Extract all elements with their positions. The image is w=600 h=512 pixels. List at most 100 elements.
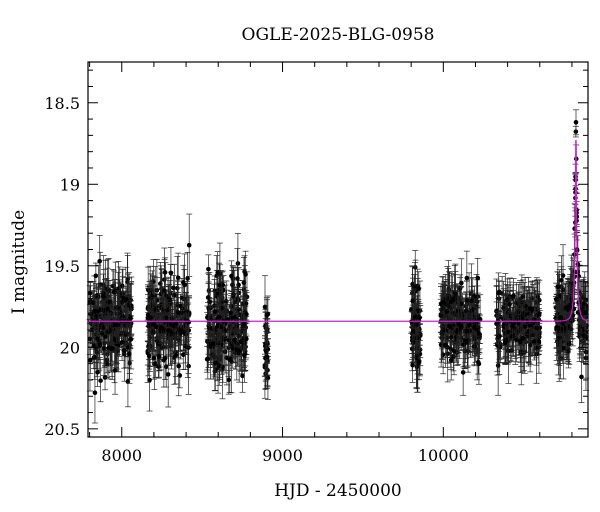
data-point xyxy=(534,307,540,312)
data-point xyxy=(448,334,454,340)
data-point xyxy=(180,352,186,358)
data-point xyxy=(241,321,247,327)
data-point xyxy=(527,306,533,311)
observing-season xyxy=(261,275,271,400)
data-point xyxy=(114,322,119,328)
data-point xyxy=(98,378,103,383)
data-point xyxy=(92,354,97,360)
data-point xyxy=(506,308,512,313)
data-point xyxy=(125,345,131,350)
data-point xyxy=(159,325,164,330)
data-point xyxy=(156,354,162,359)
data-point xyxy=(495,363,501,368)
data-point xyxy=(228,310,233,316)
data-points-layer xyxy=(86,109,590,424)
data-point xyxy=(566,341,572,346)
data-point xyxy=(210,341,216,346)
data-point xyxy=(102,340,107,346)
data-point xyxy=(152,361,157,367)
data-point xyxy=(455,327,461,333)
data-point xyxy=(92,390,98,396)
observing-season xyxy=(493,272,543,396)
observing-season xyxy=(204,233,250,400)
data-point xyxy=(237,348,243,353)
data-point xyxy=(526,311,532,316)
data-point xyxy=(235,276,240,281)
data-point xyxy=(146,353,152,359)
data-point xyxy=(95,369,100,375)
data-point xyxy=(177,373,183,378)
data-point xyxy=(216,282,222,288)
data-point xyxy=(226,337,232,343)
data-point xyxy=(416,360,422,365)
data-point xyxy=(119,339,125,345)
data-point xyxy=(236,282,241,288)
data-point xyxy=(410,362,415,368)
data-point xyxy=(577,324,583,330)
data-point xyxy=(496,289,502,295)
data-point xyxy=(160,306,165,312)
data-point xyxy=(206,266,211,272)
data-point xyxy=(456,322,462,327)
data-point xyxy=(163,315,169,321)
data-point xyxy=(514,337,519,343)
data-point xyxy=(127,351,132,357)
data-point xyxy=(165,328,171,333)
data-point xyxy=(265,375,271,381)
data-point xyxy=(417,315,422,320)
data-point xyxy=(579,374,584,380)
data-point xyxy=(105,329,111,335)
data-point xyxy=(93,313,99,319)
data-point xyxy=(222,337,227,342)
data-point xyxy=(104,361,110,367)
data-point xyxy=(212,309,218,314)
data-point xyxy=(100,325,106,331)
data-point xyxy=(232,337,237,343)
data-point xyxy=(129,303,134,309)
data-point xyxy=(219,305,224,311)
data-point xyxy=(205,295,211,300)
data-point xyxy=(100,294,106,299)
observing-season xyxy=(144,213,193,412)
data-point xyxy=(151,355,157,361)
data-point xyxy=(226,377,232,383)
data-point xyxy=(215,322,221,328)
data-point xyxy=(412,314,418,320)
data-point xyxy=(147,323,153,329)
data-point xyxy=(112,367,118,373)
data-point xyxy=(466,322,472,328)
data-point xyxy=(464,297,470,303)
data-point xyxy=(506,329,511,335)
data-point xyxy=(573,120,579,125)
data-point xyxy=(151,322,157,327)
data-point xyxy=(448,357,454,363)
data-point xyxy=(111,289,117,295)
data-point xyxy=(557,293,562,298)
data-point xyxy=(106,300,111,305)
data-point xyxy=(415,308,421,313)
data-point xyxy=(171,285,176,291)
data-point xyxy=(447,324,453,329)
data-point xyxy=(472,294,477,299)
data-point xyxy=(444,309,450,314)
data-point xyxy=(451,354,456,360)
observing-season xyxy=(437,250,484,396)
data-point xyxy=(186,319,192,325)
data-point xyxy=(448,299,454,305)
data-point xyxy=(96,337,101,343)
data-point xyxy=(536,338,542,344)
data-point xyxy=(120,299,125,305)
data-point xyxy=(451,348,457,354)
data-point xyxy=(165,296,171,302)
data-point xyxy=(241,280,247,285)
data-point xyxy=(560,273,566,278)
data-point xyxy=(156,364,161,369)
data-point xyxy=(262,304,268,310)
data-point xyxy=(409,346,415,352)
data-point xyxy=(460,370,466,375)
data-point xyxy=(238,339,244,345)
data-point xyxy=(180,280,186,285)
data-point xyxy=(476,330,481,336)
data-point xyxy=(222,349,228,354)
